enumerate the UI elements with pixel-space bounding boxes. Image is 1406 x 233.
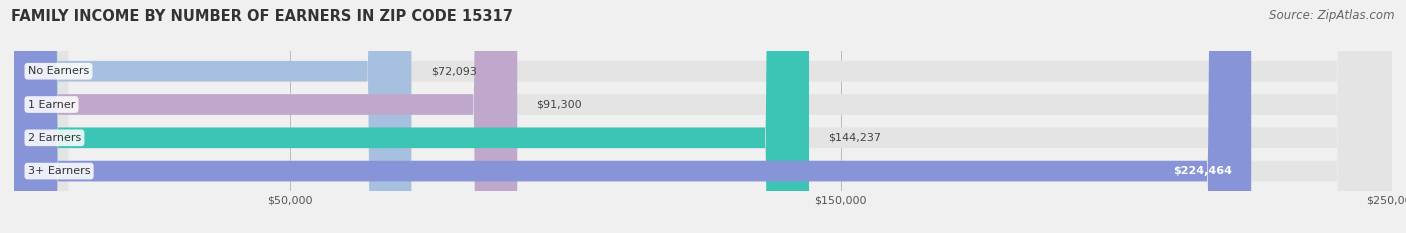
Text: Source: ZipAtlas.com: Source: ZipAtlas.com [1270,9,1395,22]
Text: $144,237: $144,237 [828,133,882,143]
Text: $91,300: $91,300 [537,99,582,110]
FancyBboxPatch shape [14,0,1251,233]
Text: 3+ Earners: 3+ Earners [28,166,90,176]
Text: 1 Earner: 1 Earner [28,99,75,110]
Text: No Earners: No Earners [28,66,89,76]
Text: 2 Earners: 2 Earners [28,133,82,143]
FancyBboxPatch shape [14,0,1392,233]
FancyBboxPatch shape [14,0,412,233]
FancyBboxPatch shape [14,0,808,233]
FancyBboxPatch shape [14,0,1392,233]
Text: FAMILY INCOME BY NUMBER OF EARNERS IN ZIP CODE 15317: FAMILY INCOME BY NUMBER OF EARNERS IN ZI… [11,9,513,24]
Text: $224,464: $224,464 [1173,166,1232,176]
FancyBboxPatch shape [14,0,1392,233]
Text: $72,093: $72,093 [430,66,477,76]
FancyBboxPatch shape [14,0,517,233]
FancyBboxPatch shape [14,0,1392,233]
